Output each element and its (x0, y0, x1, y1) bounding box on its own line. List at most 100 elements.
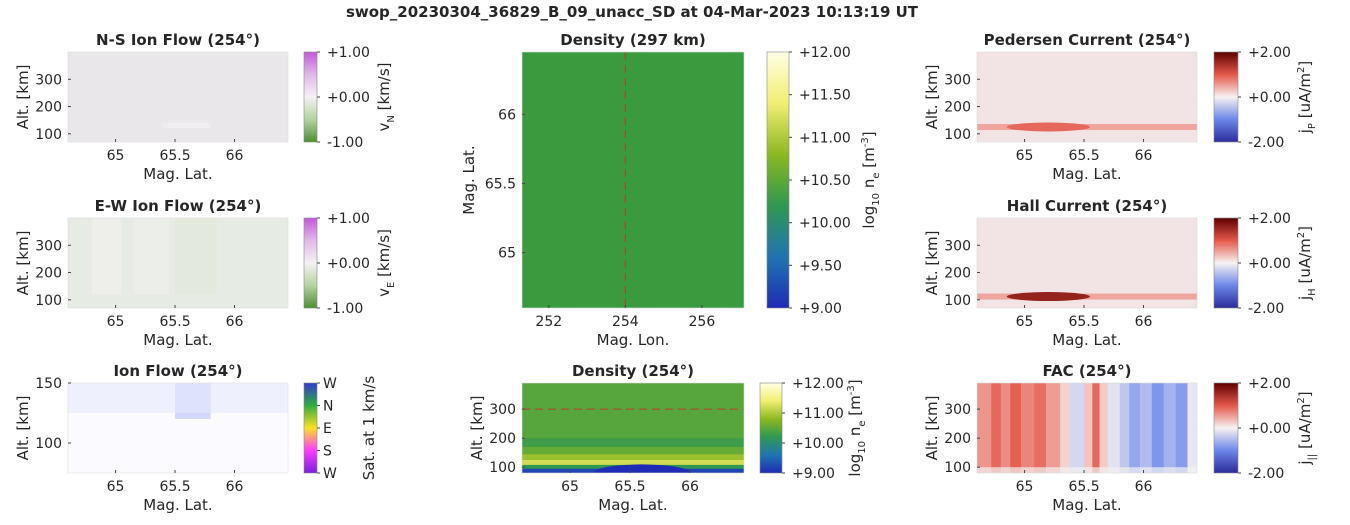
hall-xtick-label: 65.5 (1068, 314, 1099, 330)
ion_flow_dir-colorbar-tick-label: N (323, 399, 333, 415)
density_profile-xtick-label: 65.5 (614, 479, 645, 495)
ion_flow_dir-ytick-label: 100 (35, 436, 62, 452)
fac-panel: 65 65.5 66 100 200 300 FAC (254°) Mag. Lat. Alt.… (923, 362, 1318, 514)
ns_ion_flow-frame (67, 51, 289, 143)
density_profile-ytick-label: 200 (489, 431, 516, 447)
fac-stripe (1069, 383, 1085, 473)
hall-ylabel: Alt. [km] (923, 231, 941, 296)
fac-ylabel: Alt. [km] (923, 396, 941, 461)
density_profile-title: Density (254°) (572, 362, 694, 380)
ew_ion_flow-ytick-label: 200 (35, 266, 62, 282)
density_map-xlabel: Mag. Lon. (597, 331, 670, 349)
ew_ion_flow-colorbar-tick-label: -1.00 (327, 301, 363, 317)
density_profile-ytick-label: 300 (489, 402, 516, 418)
fac-colorbar-label: j|| [uA/m2] (1296, 391, 1318, 465)
fac-plot-area (977, 383, 1197, 473)
ns_ion_flow-colorbar (303, 51, 318, 143)
fac-title: FAC (254°) (1043, 362, 1132, 380)
ns_ion_flow-xtick-label: 65 (107, 148, 125, 164)
density_profile-layer (522, 454, 744, 460)
pedersen-plot-area (977, 52, 1197, 142)
density_map-colorbar (766, 51, 790, 309)
density_profile-colorbar-tick-label: +12.00 (792, 376, 844, 392)
density_profile-colorbar-tick-label: +9.00 (792, 466, 835, 482)
fac-xtick-label: 66 (1135, 479, 1153, 495)
density_map-ytick-label: 66 (498, 107, 516, 123)
density_profile-xlabel: Mag. Lat. (598, 496, 667, 514)
density_map-colorbar-tick-label: +9.50 (799, 258, 842, 274)
ns_ion_flow-xtick-label: 65.5 (159, 148, 190, 164)
density_map-colorbar-tick-label: +9.00 (799, 301, 842, 317)
ion_flow_dir-haze (68, 383, 288, 413)
fac-colorbar (1213, 382, 1239, 474)
density_map-xtick-label: 254 (612, 314, 639, 330)
density_profile-colorbar-tick-label: +10.00 (792, 436, 844, 452)
density_profile-colorbar (759, 382, 783, 474)
ew_ion_flow-panel: 65 65.5 66 100 200 300 E-W Ion Flow (254°) Mag.… (14, 197, 397, 349)
hall-band-peak (1006, 292, 1090, 302)
hall-title: Hall Current (254°) (1007, 197, 1167, 215)
hall-background (977, 218, 1197, 308)
fac-stripe (1187, 383, 1197, 473)
hall-xtick-label: 66 (1135, 314, 1153, 330)
ns_ion_flow-background (68, 52, 288, 142)
ns_ion_flow-ytick-label: 100 (35, 127, 62, 143)
ns_ion_flow-panel: 65 65.5 66 100 200 300 N-S Ion Flow (254°) Mag.… (14, 31, 397, 183)
hall-colorbar-tick-label: -2.00 (1248, 301, 1284, 317)
ew_ion_flow-xlabel: Mag. Lat. (143, 331, 212, 349)
ns_ion_flow-ytick-label: 300 (35, 72, 62, 88)
fac-colorbar-tick-label: -2.00 (1248, 466, 1284, 482)
density_map-panel: 252 254 256 65 65.5 66 Density (297 km) Mag. Lo… (460, 31, 882, 349)
pedersen-ytick-label: 200 (944, 100, 971, 116)
density_map-colorbar-tick-label: +11.00 (799, 130, 851, 146)
fac-stripe (1129, 383, 1141, 473)
pedersen-title: Pedersen Current (254°) (984, 31, 1191, 49)
ew_ion_flow-frame (67, 217, 289, 309)
figure-suptitle: swop_20230304_36829_B_09_unacc_SD at 04-… (346, 3, 919, 21)
hall-colorbar-tick-label: +0.00 (1248, 256, 1291, 272)
ew_ion_flow-feature (175, 218, 217, 295)
ew_ion_flow-feature (91, 218, 122, 295)
pedersen-ytick-label: 100 (944, 127, 971, 143)
ns_ion_flow-colorbar-tick-label: -1.00 (327, 135, 363, 151)
fac-colorbar-tick-label: +2.00 (1248, 376, 1291, 392)
density_map-colorbar-tick-label: +10.50 (799, 173, 851, 189)
fac-stripe (1021, 383, 1035, 473)
ion_flow_dir-panel: 65 65.5 66 100 150 Ion Flow (254°) Mag. Lat. Al… (14, 362, 378, 514)
ew_ion_flow-colorbar-tick-label: +0.00 (327, 256, 370, 272)
pedersen-colorbar-label: jP [uA/m2] (1296, 61, 1318, 135)
pedersen-ytick-label: 300 (944, 72, 971, 88)
density_profile-panel: 65 65.5 66 100 200 300 Density (254°) Mag. Lat.… (468, 362, 868, 514)
fac-ytick-label: 200 (944, 431, 971, 447)
fac-stripe (977, 383, 992, 473)
density_map-ytick-label: 65.5 (485, 176, 516, 192)
density_map-colorbar-tick-label: +10.00 (799, 216, 851, 232)
pedersen-xlabel: Mag. Lat. (1052, 165, 1121, 183)
ew_ion_flow-ytick-label: 300 (35, 238, 62, 254)
fac-stripe (1084, 383, 1093, 473)
ns_ion_flow-plot-area (68, 52, 288, 142)
fac-bottom-fade (977, 467, 1197, 473)
fac-xtick-label: 65 (1016, 479, 1034, 495)
density_map-title: Density (297 km) (560, 31, 705, 49)
ion_flow_dir-colorbar-tick-label: S (323, 444, 332, 460)
density_map-colorbar-tick-label: +11.50 (799, 88, 851, 104)
fac-stripe (1175, 383, 1188, 473)
density_map-background (522, 52, 744, 308)
pedersen-xtick-label: 65.5 (1068, 148, 1099, 164)
density_map-colorbar-tick-label: +12.00 (799, 45, 851, 61)
density_map-xtick-label: 252 (535, 314, 562, 330)
ion_flow_dir-title: Ion Flow (254°) (113, 362, 242, 380)
ew_ion_flow-ytick-label: 100 (35, 293, 62, 309)
pedersen-panel: 65 65.5 66 100 200 300 Pedersen Current (254°)… (923, 31, 1318, 183)
density_profile-layer (522, 383, 744, 439)
fac-stripe (1010, 383, 1022, 473)
ew_ion_flow-xtick-label: 66 (226, 314, 244, 330)
density_profile-plot-area (522, 383, 744, 473)
pedersen-band-peak (1006, 122, 1090, 132)
ns_ion_flow-title: N-S Ion Flow (254°) (96, 31, 260, 49)
fac-xtick-label: 65.5 (1068, 479, 1099, 495)
ion_flow_dir-colorbar-tick-label: E (323, 421, 332, 437)
ns_ion_flow-xlabel: Mag. Lat. (143, 165, 212, 183)
